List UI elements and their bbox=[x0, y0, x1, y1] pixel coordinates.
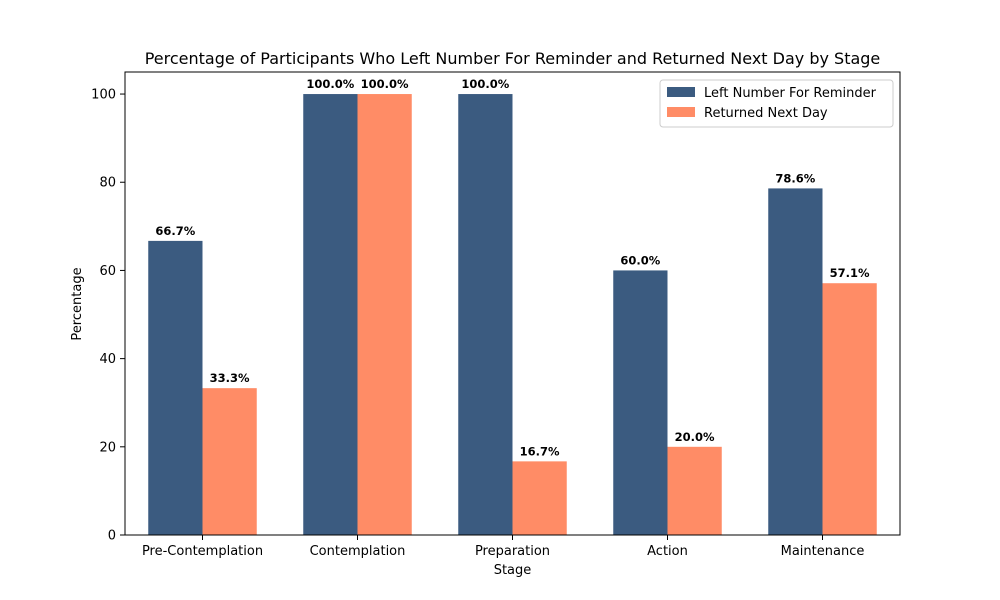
y-tick-label: 0 bbox=[108, 529, 116, 544]
x-axis-label: Stage bbox=[494, 563, 532, 578]
x-tick-label: Contemplation bbox=[310, 544, 406, 559]
x-tick-label: Maintenance bbox=[781, 544, 865, 559]
chart-title: Percentage of Participants Who Left Numb… bbox=[145, 49, 881, 68]
data-label: 78.6% bbox=[775, 171, 815, 185]
x-tick-label: Pre-Contemplation bbox=[142, 544, 263, 559]
y-tick-label: 40 bbox=[99, 352, 116, 367]
data-label: 100.0% bbox=[306, 77, 354, 91]
data-label: 100.0% bbox=[461, 77, 509, 91]
legend: Left Number For Reminder Returned Next Da… bbox=[659, 79, 894, 128]
plot-area: 66.7% 100.0% 100.0% 60.0% 78.6% 33.3% 100.0% 16… bbox=[91, 71, 901, 559]
y-tick-label: 100 bbox=[91, 88, 116, 103]
legend-label: Left Number For Reminder bbox=[704, 86, 877, 101]
bar-returned-1 bbox=[357, 94, 412, 536]
data-label: 16.7% bbox=[520, 444, 560, 458]
bar-left-number-1 bbox=[303, 94, 358, 536]
legend-box bbox=[659, 79, 894, 128]
legend-label: Returned Next Day bbox=[704, 106, 828, 121]
legend-swatch bbox=[667, 87, 695, 97]
y-axis-label: Percentage bbox=[70, 267, 85, 340]
bar-returned-2 bbox=[512, 461, 567, 535]
y-tick-label: 80 bbox=[99, 176, 116, 191]
bar-left-number-0 bbox=[148, 240, 203, 535]
x-tick-label: Preparation bbox=[475, 544, 550, 559]
bar-returned-4 bbox=[822, 283, 877, 535]
bar-left-number-2 bbox=[458, 94, 513, 536]
bar-returned-0 bbox=[202, 388, 257, 535]
data-label: 66.7% bbox=[155, 224, 195, 238]
y-tick-label: 60 bbox=[99, 264, 116, 279]
data-label: 60.0% bbox=[620, 253, 660, 267]
bar-left-number-3 bbox=[613, 270, 668, 535]
data-label: 33.3% bbox=[210, 371, 250, 385]
x-tick-label: Action bbox=[647, 544, 688, 559]
legend-swatch bbox=[667, 107, 695, 117]
bar-left-number-4 bbox=[768, 188, 823, 535]
data-label: 20.0% bbox=[675, 430, 715, 444]
data-label: 100.0% bbox=[361, 77, 409, 91]
y-tick-label: 20 bbox=[99, 440, 116, 455]
bar-returned-3 bbox=[667, 446, 722, 535]
data-label: 57.1% bbox=[830, 266, 870, 280]
